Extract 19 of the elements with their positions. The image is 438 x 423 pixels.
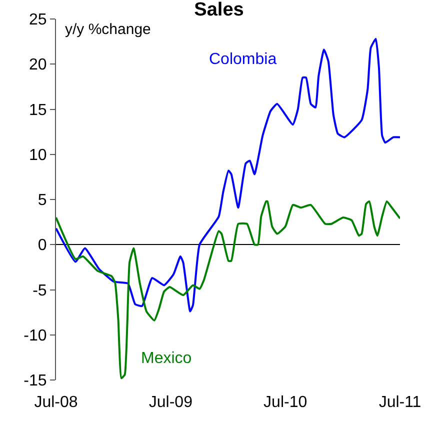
series-label: Mexico — [141, 350, 192, 367]
x-tick-label: Jul-09 — [148, 394, 193, 411]
x-tick-label: Jul-10 — [264, 394, 308, 411]
y-tick-label: -10 — [24, 327, 47, 344]
line-series — [56, 38, 400, 312]
y-tick-label: 15 — [29, 102, 47, 119]
chart-title: Sales — [194, 0, 244, 20]
x-tick-label: Jul-11 — [378, 394, 422, 411]
y-tick-label: 5 — [38, 192, 47, 210]
line-series — [56, 200, 400, 380]
x-tick-label: Jul-08 — [34, 394, 78, 411]
series-label: Colombia — [209, 51, 277, 68]
y-tick-label: -5 — [32, 282, 47, 300]
y-tick-label: 10 — [29, 146, 47, 164]
y-tick-label: 25 — [29, 12, 47, 29]
y-tick-label: 20 — [29, 56, 47, 74]
y-tick-label: 0 — [38, 237, 47, 254]
y-tick-label: -15 — [24, 372, 47, 390]
y-axis-title: y/y %change — [65, 21, 151, 38]
